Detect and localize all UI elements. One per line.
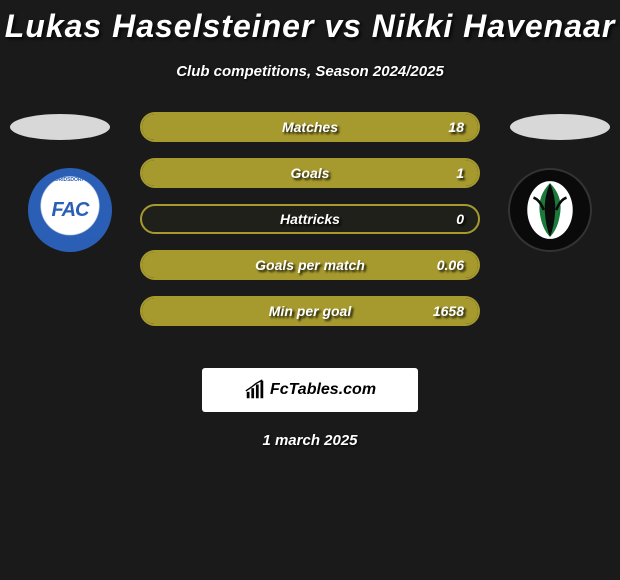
stat-value: 0.06 [437, 257, 464, 273]
page-subtitle: Club competitions, Season 2024/2025 [0, 63, 620, 80]
stat-value: 18 [448, 119, 464, 135]
date-text: 1 march 2025 [0, 432, 620, 449]
stat-value: 1 [456, 165, 464, 181]
badge-right-icon [519, 179, 581, 241]
team-badge-left: FLORIDSDORFER FAC ATHLETIKSPORT-CLUB [28, 168, 112, 252]
stat-value: 1658 [433, 303, 464, 319]
page-title: Lukas Haselsteiner vs Nikki Havenaar [0, 0, 620, 45]
bar-chart-icon [244, 379, 266, 401]
player-left-shadow [10, 114, 110, 140]
comparison-area: FLORIDSDORFER FAC ATHLETIKSPORT-CLUB Mat… [0, 112, 620, 352]
badge-left-bottom-text: ATHLETIKSPORT-CLUB [42, 237, 99, 243]
stat-value: 0 [456, 211, 464, 227]
stat-row: Hattricks 0 [140, 204, 480, 234]
stat-row: Goals 1 [140, 158, 480, 188]
stat-row: Goals per match 0.06 [140, 250, 480, 280]
stat-label: Hattricks [280, 211, 340, 227]
stat-row: Matches 18 [140, 112, 480, 142]
stat-label: Goals per match [255, 257, 365, 273]
stat-label: Goals [291, 165, 330, 181]
stat-label: Min per goal [269, 303, 351, 319]
team-badge-right [508, 168, 592, 252]
stat-label: Matches [282, 119, 338, 135]
badge-left-top-text: FLORIDSDORFER [48, 177, 91, 183]
brand-box[interactable]: FcTables.com [202, 368, 418, 412]
stat-rows-container: Matches 18 Goals 1 Hattricks 0 Goals per… [140, 112, 480, 342]
badge-left-abbrev: FAC [52, 199, 89, 222]
stat-row: Min per goal 1658 [140, 296, 480, 326]
brand-text: FcTables.com [270, 381, 376, 399]
player-right-shadow [510, 114, 610, 140]
